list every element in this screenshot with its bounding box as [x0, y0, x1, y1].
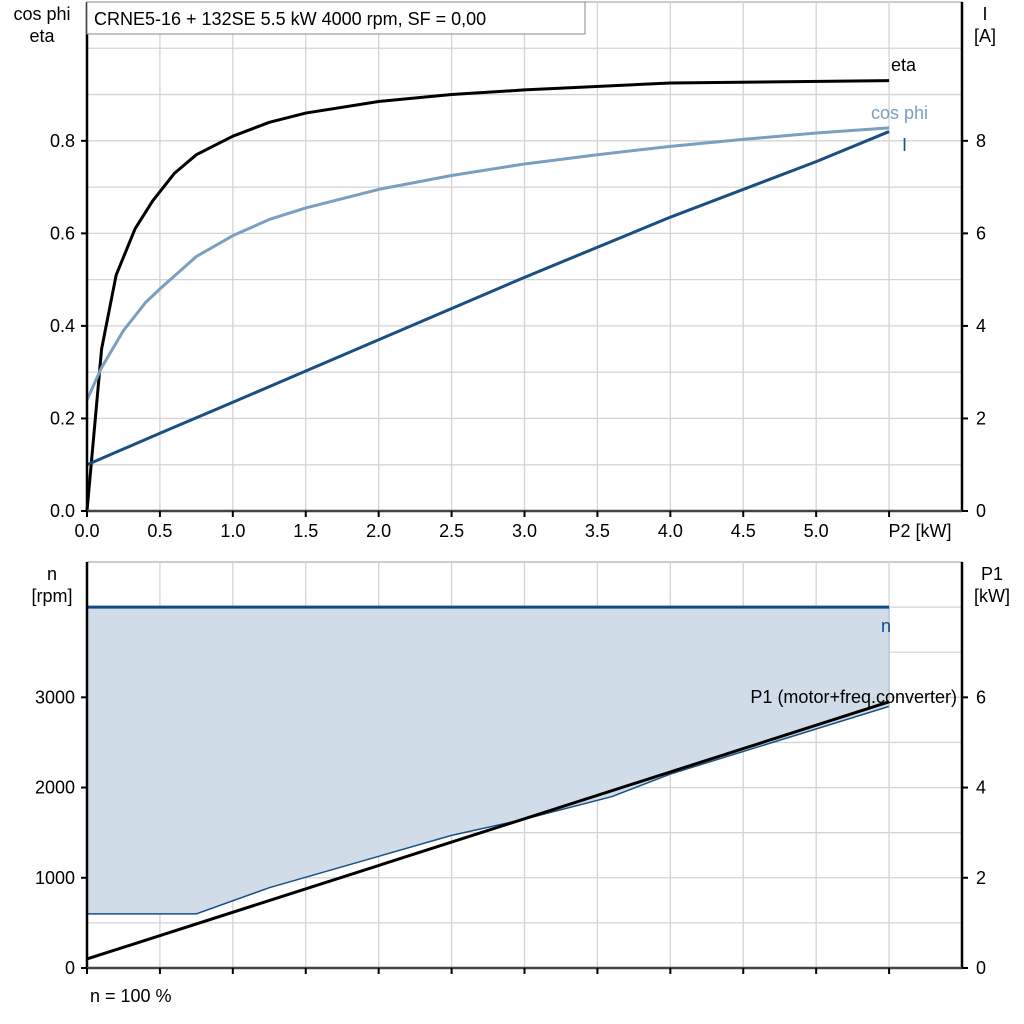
operating-range-fill — [87, 607, 890, 914]
x-tick-label: 5.0 — [804, 521, 829, 541]
label-n: n — [881, 616, 891, 636]
y-right-tick-label: 8 — [976, 131, 986, 151]
operating-range — [87, 607, 890, 915]
top-right-axis-label-2: [A] — [974, 26, 996, 46]
y-left-tick-label: 0.0 — [50, 501, 75, 521]
label-p1: P1 (motor+freq.converter) — [750, 687, 957, 707]
y-right-tick-label: 6 — [976, 687, 986, 707]
y-right-tick-label: 4 — [976, 316, 986, 336]
label-current: I — [902, 135, 907, 155]
label-cos-phi: cos phi — [871, 103, 928, 123]
y-left-tick-label: 0.2 — [50, 408, 75, 428]
x-tick-label: 4.5 — [731, 521, 756, 541]
x-tick-label: 1.5 — [293, 521, 318, 541]
top-grid — [86, 1, 963, 512]
x-tick-label: 1.0 — [220, 521, 245, 541]
x-tick-label: 2.5 — [439, 521, 464, 541]
series-line-p1 — [86, 700, 890, 961]
bottom-left-axis-label-1: n — [47, 564, 57, 584]
axes: 0.0 0.2 0.4 0.6 0.8 0 2 4 6 8 0.0 0.5 1.0 1.5 2.0 2.5 3.… — [35, 2, 986, 978]
y-right-tick-label: 0 — [976, 501, 986, 521]
operating-range-lower-edge — [87, 705, 890, 915]
top-left-axis-label-1: cos phi — [13, 4, 70, 24]
series-line-i — [86, 130, 890, 467]
top-right-axis-label-1: I — [982, 4, 987, 24]
bottom-series — [86, 605, 890, 961]
label-eta: eta — [891, 55, 917, 75]
bottom-left-axis-label-2: [rpm] — [31, 586, 72, 606]
y-left-tick-label: 0.6 — [50, 223, 75, 243]
series-line-cos — [85, 126, 890, 401]
y-right-tick-label: 2 — [976, 408, 986, 428]
y-right-tick-label: 2 — [976, 868, 986, 888]
series-line-eta — [85, 79, 890, 512]
y-left-tick-label: 0 — [65, 958, 75, 978]
chart-title: CRNE5-16 + 132SE 5.5 kW 4000 rpm, SF = 0… — [94, 9, 486, 29]
y-right-tick-label: 4 — [976, 778, 986, 798]
x-tick-label: 4.0 — [658, 521, 683, 541]
x-tick-label: 0.0 — [74, 521, 99, 541]
x-tick-label: 2.0 — [366, 521, 391, 541]
y-right-tick-label: 0 — [976, 958, 986, 978]
y-left-tick-label: 0.4 — [50, 316, 75, 336]
title-box — [86, 1, 586, 35]
x-tick-label: 3.5 — [585, 521, 610, 541]
y-right-tick-label: 6 — [976, 223, 986, 243]
y-left-tick-label: 2000 — [35, 778, 75, 798]
y-left-tick-label: 1000 — [35, 868, 75, 888]
x-axis-label: P2 [kW] — [888, 521, 951, 541]
bottom-right-axis-label-1: P1 — [981, 564, 1003, 584]
footnote-speed: n = 100 % — [90, 986, 172, 1006]
top-left-axis-label-2: eta — [29, 26, 55, 46]
bottom-right-axis-label-2: [kW] — [974, 586, 1010, 606]
top-series — [85, 79, 890, 512]
x-tick-label: 3.0 — [512, 521, 537, 541]
y-left-tick-label: 0.8 — [50, 131, 75, 151]
y-left-tick-label: 3000 — [35, 687, 75, 707]
x-tick-label: 0.5 — [147, 521, 172, 541]
